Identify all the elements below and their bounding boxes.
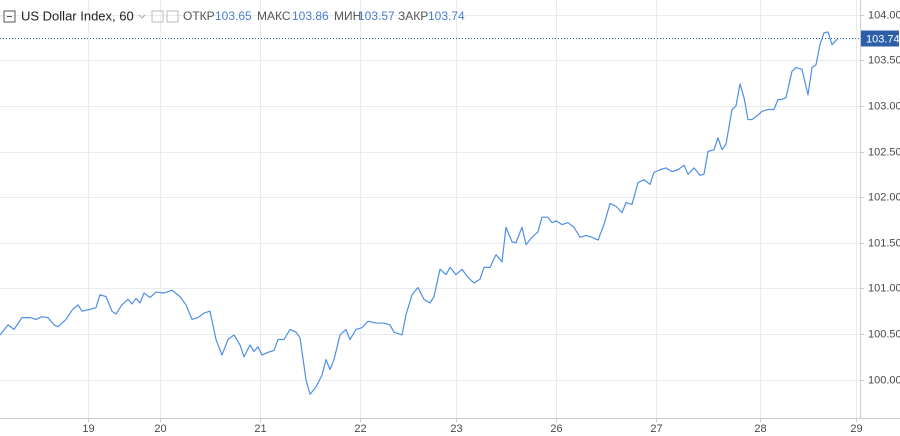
- y-tick-label: 102.00: [868, 191, 900, 203]
- y-tick-label: 102.50: [868, 146, 900, 158]
- last-price-box: [861, 30, 899, 47]
- x-tick-label: 28: [754, 423, 766, 435]
- y-tick-label: 101.00: [868, 282, 900, 294]
- chart-title: US Dollar Index, 60: [21, 8, 134, 23]
- x-tick-label: 19: [82, 423, 94, 435]
- y-tick-label: 100.50: [868, 328, 900, 340]
- legend-value: 103.65: [215, 9, 252, 23]
- x-tick-label: 20: [154, 423, 166, 435]
- grid: [0, 0, 860, 418]
- last-price-label: 103.74: [866, 33, 900, 45]
- header: US Dollar Index, 60 ОТКР 103.65 МАКС 103.86…: [3, 8, 465, 23]
- legend-label: МАКС: [257, 9, 291, 23]
- x-tick-label: 27: [650, 423, 662, 435]
- y-tick-label: 103.00: [868, 100, 900, 112]
- x-tick-label: 23: [450, 423, 462, 435]
- y-tick-label: 100.00: [868, 374, 900, 386]
- x-tick-label: 22: [354, 423, 366, 435]
- hide-icon[interactable]: [151, 10, 164, 23]
- collapse-icon[interactable]: [3, 10, 16, 23]
- legend-label: ОТКР: [183, 9, 215, 23]
- x-tick-label: 26: [550, 423, 562, 435]
- format-icon[interactable]: [138, 14, 146, 19]
- legend-value: 103.57: [358, 9, 395, 23]
- legend-value: 103.86: [292, 9, 329, 23]
- y-tick-label: 104.00: [868, 9, 900, 21]
- legend-label: ЗАКР: [398, 9, 428, 23]
- y-tick-label: 103.50: [868, 54, 900, 66]
- x-tick-label: 29: [850, 423, 862, 435]
- legend-value: 103.74: [428, 9, 465, 23]
- settings-icon[interactable]: [166, 10, 179, 23]
- x-tick-label: 21: [254, 423, 266, 435]
- legend-label: МИН: [334, 9, 361, 23]
- price-line: [0, 31, 839, 395]
- y-tick-label: 101.50: [868, 237, 900, 249]
